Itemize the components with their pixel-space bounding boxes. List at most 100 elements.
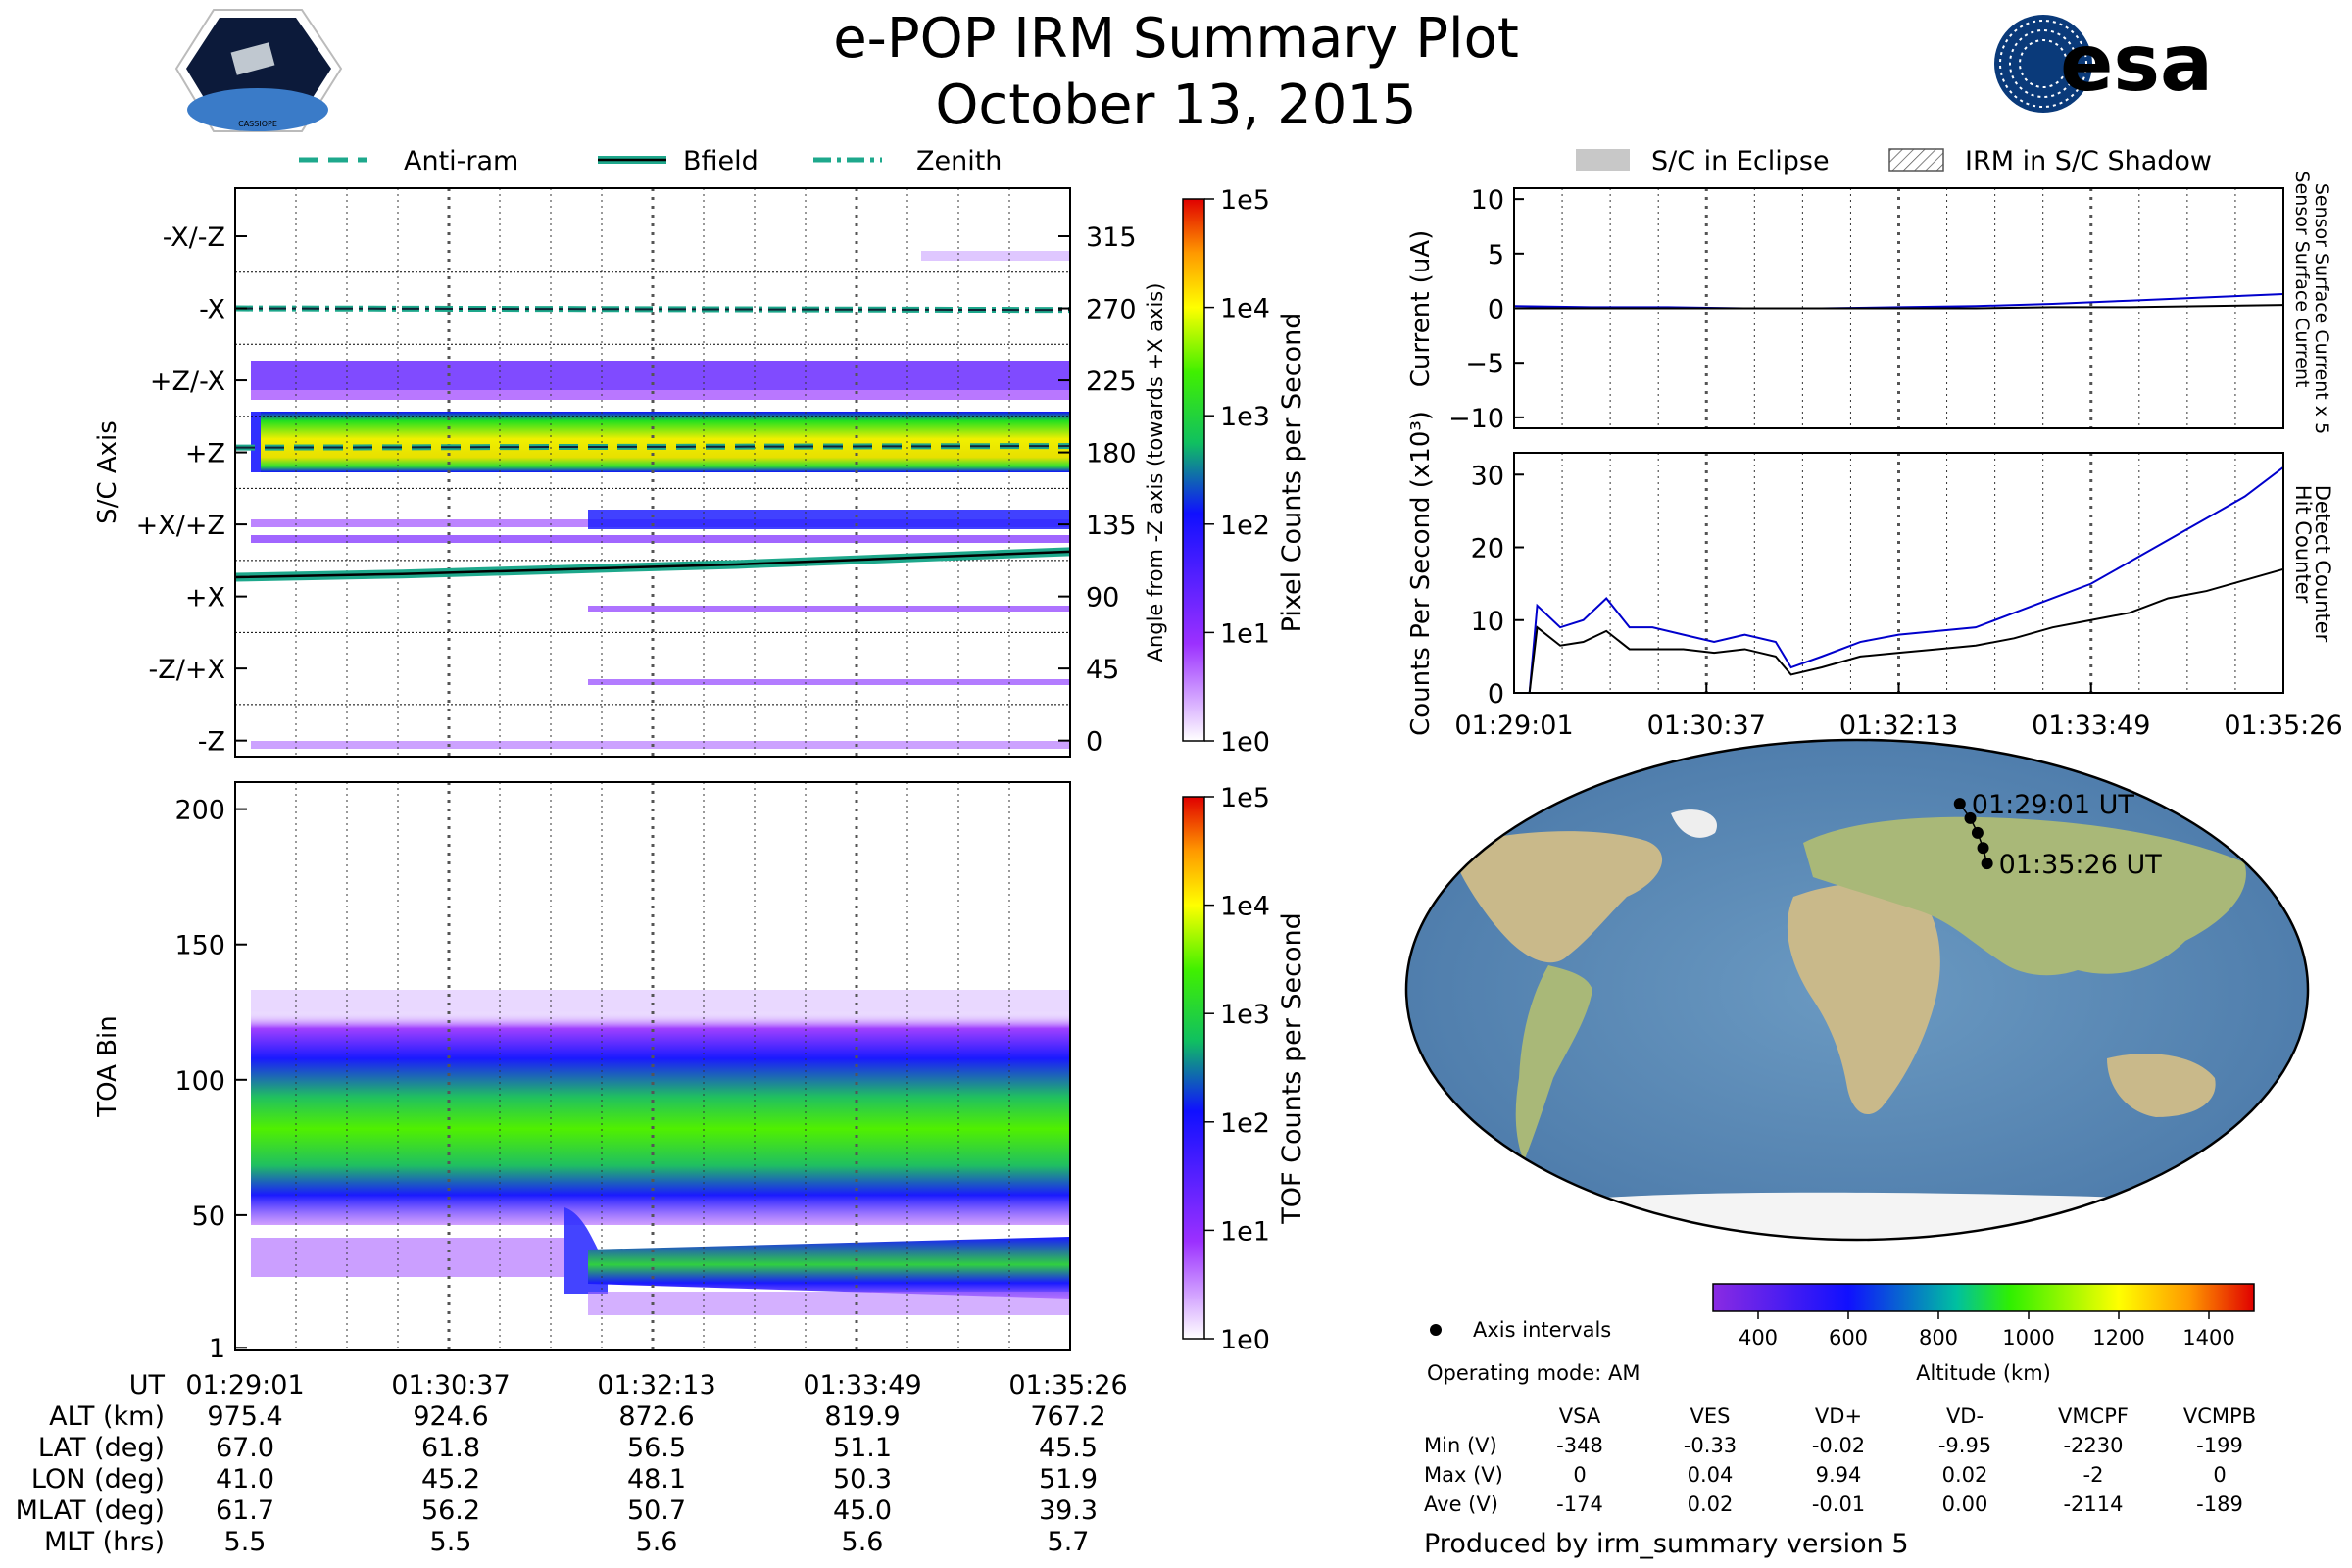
ut-row-label-3: LON (deg) [31,1464,165,1494]
voltage-cell-0-0: -348 [1556,1434,1603,1457]
toa-tick-label-0: 200 [174,796,225,826]
sc-axis-right-tick-label-7: 0 [1086,727,1102,758]
sc-axis-heatmap [251,251,1070,749]
voltage-cell-1-4: -2 [2083,1463,2104,1487]
counts-grid [1561,453,2236,693]
ut-row-label-1: ALT (km) [49,1401,165,1432]
legend-left: Anti-ram Bfield Zenith [299,146,1002,176]
ut-cell-1-4: 56.2 [421,1495,480,1526]
voltage-cell-2-5: -189 [2196,1493,2243,1516]
toa-frame [234,781,1071,1351]
toa-grid [295,782,1010,1350]
sc-axis-right-tick-label-4: 135 [1086,511,1137,541]
pixel-colorbar-tick-label-4: 1e1 [1220,618,1270,649]
voltage-cell-1-2: 9.94 [1816,1463,1862,1487]
sc-axis-line-core-bfield [234,550,1071,579]
counts-line-hit-counter [1514,567,2284,694]
voltage-header-1: VES [1690,1404,1731,1428]
current-ytick-label-4: −10 [1448,404,1504,434]
voltage-header-2: VD+ [1815,1404,1862,1428]
voltage-cell-1-0: 0 [1573,1463,1586,1487]
cassiope-logo: CASSIOPE [174,9,343,132]
ut-cell-3-1: 819.9 [824,1401,900,1432]
orbit-point-4 [1981,858,1993,870]
voltage-cell-1-5: 0 [2213,1463,2226,1487]
ut-cell-2-4: 50.7 [627,1495,686,1526]
altitude-colorbar-tick-label-0: 400 [1739,1326,1778,1349]
pixel-colorbar-ticks: 1e5 1e4 1e3 1e2 1e1 1e0 [1204,185,1270,758]
pixel-colorbar-gradient [1182,198,1205,742]
altitude-colorbar-tick-label-1: 600 [1829,1326,1868,1349]
sc-axis-ylabel-right: Angle from -Z axis (towards +X axis) [1144,283,1167,662]
orbit-point-3 [1977,842,1989,855]
axis-intervals-label: Axis intervals [1473,1318,1611,1342]
ut-cell-0-5: 5.5 [224,1527,267,1557]
sc-axis-line-core-anti-ram [234,445,1071,449]
sc-axis-left-tick-label-2: +Z/-X [150,367,225,397]
ut-cell-3-2: 51.1 [833,1433,892,1463]
ut-cell-4-3: 51.9 [1039,1464,1098,1494]
counts-ticks: 30 20 10 001:29:01 01:30:37 01:32:13 01:33:49 0… [1454,461,2342,741]
counts-xtick-label-3: 01:33:49 [2032,710,2150,741]
sc-axis-right-tick-label-0: 315 [1086,222,1137,253]
toa-heatmap [251,990,1070,1315]
current-series [1513,293,2284,310]
orbit-point-0 [1953,798,1966,810]
pixel-colorbar-tick-label-1: 1e4 [1220,294,1270,324]
current-right-label-x5: Sensor Surface Current x 5 [2311,183,2332,434]
current-grid [1561,188,2236,428]
counts-xtick-label-2: 01:32:13 [1839,710,1958,741]
counts-xtick-label-4: 01:35:26 [2224,710,2342,741]
voltage-cell-1-1: 0.04 [1688,1463,1734,1487]
sc-axis-series [234,305,1071,582]
ut-cell-1-1: 924.6 [413,1401,488,1432]
voltage-header-4: VMCPF [2058,1404,2129,1428]
toa-ticks: 200 150 100 50 1 [174,796,247,1364]
pixel-colorbar-label: Pixel Counts per Second [1277,313,1307,633]
ut-cell-4-4: 39.3 [1039,1495,1098,1526]
ut-cell-1-3: 45.2 [421,1464,480,1494]
current-ytick-label-0: 10 [1471,185,1504,216]
toa-tick-label-2: 100 [174,1066,225,1097]
current-line-sensor-surface-current [1514,304,2284,310]
current-panel: 10 5 0 −5 −10 Current (uA) Sensor Surface Cu… [1406,172,2332,435]
sc-axis-right-tick-label-6: 45 [1086,655,1119,685]
ut-cell-3-5: 5.6 [842,1527,884,1557]
ut-row-label-2: LAT (deg) [38,1433,165,1463]
counts-line-detect-counter [1514,466,2284,694]
legend-right: S/C in Eclipse IRM in S/C Shadow [1576,146,2212,176]
ut-row-label-0: UT [129,1370,166,1400]
voltage-cell-2-1: 0.02 [1688,1493,1734,1516]
tof-colorbar-tick-label-0: 1e5 [1220,783,1270,813]
toa-ylabel: TOA Bin [93,1015,122,1117]
ut-cell-4-0: 01:35:26 [1008,1370,1127,1400]
ut-row-label-4: MLAT (deg) [16,1495,165,1526]
ut-cell-1-0: 01:30:37 [391,1370,510,1400]
current-ylabel: Current (uA) [1406,230,1436,387]
tof-colorbar: 1e5 1e4 1e3 1e2 1e1 1e0 TOF Counts per Second [1182,783,1307,1355]
voltage-row-label-0: Min (V) [1424,1434,1497,1457]
current-line-sensor-surface-current-x-5 [1513,293,2284,310]
orbit-end-label: 01:35:26 UT [1999,850,2163,880]
counts-right-label-detect: Detect Counter [2311,485,2334,643]
voltage-cell-0-1: -0.33 [1684,1434,1737,1457]
ut-cell-4-2: 45.5 [1039,1433,1098,1463]
produced-by: Produced by irm_summary version 5 [1424,1529,1909,1559]
sc-axis-ticks: -X/-Z -X +Z/-X +Z +X/+Z +X -Z/+X -Z 315 270 225 180… [136,222,1137,758]
sc-axis-left-tick-label-5: +X [185,583,225,613]
voltage-table: VSA VES VD+ VD- VMCPF VCMPB Min (V) -348 -0.33 -0… [1424,1404,2256,1516]
ut-cell-2-1: 872.6 [618,1401,694,1432]
legend-shadow-label: IRM in S/C Shadow [1965,146,2212,176]
voltage-cell-0-3: -9.95 [1938,1434,1991,1457]
legend-bfield-label: Bfield [683,146,759,176]
ut-cell-2-5: 5.6 [636,1527,678,1557]
counts-ylabel: Counts Per Second (x10³) [1406,411,1436,736]
pixel-colorbar-tick-label-0: 1e5 [1220,185,1270,216]
ut-cell-0-3: 41.0 [216,1464,274,1494]
sc-axis-panel: -X/-Z -X +Z/-X +Z +X/+Z +X -Z/+X -Z 315 270 225 180… [93,187,1167,758]
ut-row-label-5: MLT (hrs) [44,1527,165,1557]
orbit-map: 01:29:01 UT 01:35:26 UT [1404,738,2310,1242]
voltage-cell-1-3: 0.02 [1942,1463,1988,1487]
altitude-colorbar-tick-label-3: 1000 [2002,1326,2054,1349]
map-frame [1404,738,2310,1242]
